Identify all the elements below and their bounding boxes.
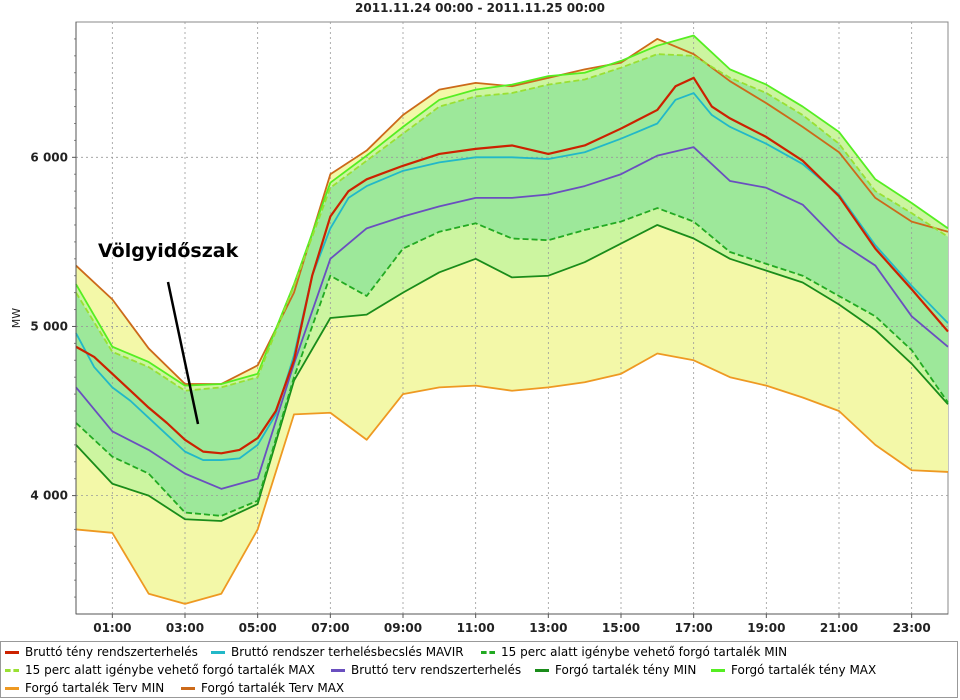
legend-item: 15 perc alatt igénybe vehető forgó tarta… — [5, 661, 315, 679]
legend-swatch — [5, 686, 19, 690]
legend-label: Bruttó tény rendszerterhelés — [25, 645, 198, 659]
chart-legend: Bruttó tény rendszerterhelés Bruttó rends… — [0, 641, 958, 698]
x-tick-label: 05:00 — [239, 621, 277, 635]
x-tick-label: 21:00 — [820, 621, 858, 635]
chart-title: 2011.11.24 00:00 - 2011.11.25 00:00 — [355, 1, 605, 15]
annotation-valley: Völgyidőszak — [98, 240, 239, 262]
legend-swatch — [181, 686, 195, 690]
legend-item: Forgó tartalék Terv MAX — [181, 679, 344, 697]
y-axis-label: MW — [10, 308, 23, 328]
legend-label: Bruttó terv rendszerterhelés — [351, 663, 522, 677]
x-tick-label: 07:00 — [311, 621, 349, 635]
series-line-4 — [75, 224, 949, 522]
legend-item: Forgó tartalék tény MAX — [711, 661, 876, 679]
series-line-0 — [75, 352, 949, 605]
legend-swatch — [5, 668, 19, 672]
legend-swatch — [331, 668, 345, 672]
legend-item: Forgó tartalék Terv MIN — [5, 679, 164, 697]
legend-label: Forgó tartalék Terv MAX — [201, 681, 345, 695]
series-line-5 — [75, 207, 949, 517]
series-line-2 — [75, 34, 949, 387]
band-15min-reserve — [76, 54, 948, 516]
x-tick-label: 23:00 — [893, 621, 931, 635]
legend-label: 15 perc alatt igénybe vehető forgó tarta… — [25, 663, 315, 677]
legend-item: Bruttó tény rendszerterhelés — [5, 643, 198, 661]
x-tick-label: 01:00 — [93, 621, 131, 635]
series-line-3 — [75, 53, 949, 392]
legend-item: Bruttó terv rendszerterhelés — [331, 661, 521, 679]
legend-label: Forgó tartalék tény MIN — [555, 663, 697, 677]
series-line-7 — [75, 92, 949, 461]
legend-label: Forgó tartalék tény MAX — [731, 663, 877, 677]
x-tick-label: 17:00 — [675, 621, 713, 635]
x-tick-label: 03:00 — [166, 621, 204, 635]
legend-label: Forgó tartalék Terv MIN — [25, 681, 165, 695]
x-tick-label: 11:00 — [457, 621, 495, 635]
legend-item: Forgó tartalék tény MIN — [535, 661, 696, 679]
legend-label: Bruttó rendszer terhelésbecslés MAVIR — [231, 645, 464, 659]
y-tick-label: 4 000 — [30, 489, 68, 503]
y-tick-label: 6 000 — [30, 150, 68, 164]
y-tick-label: 5 000 — [30, 319, 68, 333]
legend-item: Bruttó rendszer terhelésbecslés MAVIR — [211, 643, 464, 661]
series-line-8 — [75, 76, 949, 455]
annotation-arrow — [166, 281, 200, 425]
legend-swatch — [481, 650, 495, 654]
legend-swatch — [711, 668, 725, 672]
x-tick-label: 15:00 — [602, 621, 640, 635]
x-tick-label: 19:00 — [747, 621, 785, 635]
chart-plot: 01:00 03:00 05:00 07:00 09:00 11:00 13:00 15:00… — [10, 21, 949, 635]
x-tick-label: 13:00 — [529, 621, 567, 635]
legend-swatch — [211, 650, 225, 654]
legend-swatch — [5, 650, 19, 654]
series-line-6 — [75, 146, 949, 490]
legend-item: 15 perc alatt igénybe vehető forgó tarta… — [481, 643, 787, 661]
legend-label: 15 perc alatt igénybe vehető forgó tarta… — [501, 645, 788, 659]
legend-swatch — [535, 668, 549, 672]
x-tick-label: 09:00 — [384, 621, 422, 635]
